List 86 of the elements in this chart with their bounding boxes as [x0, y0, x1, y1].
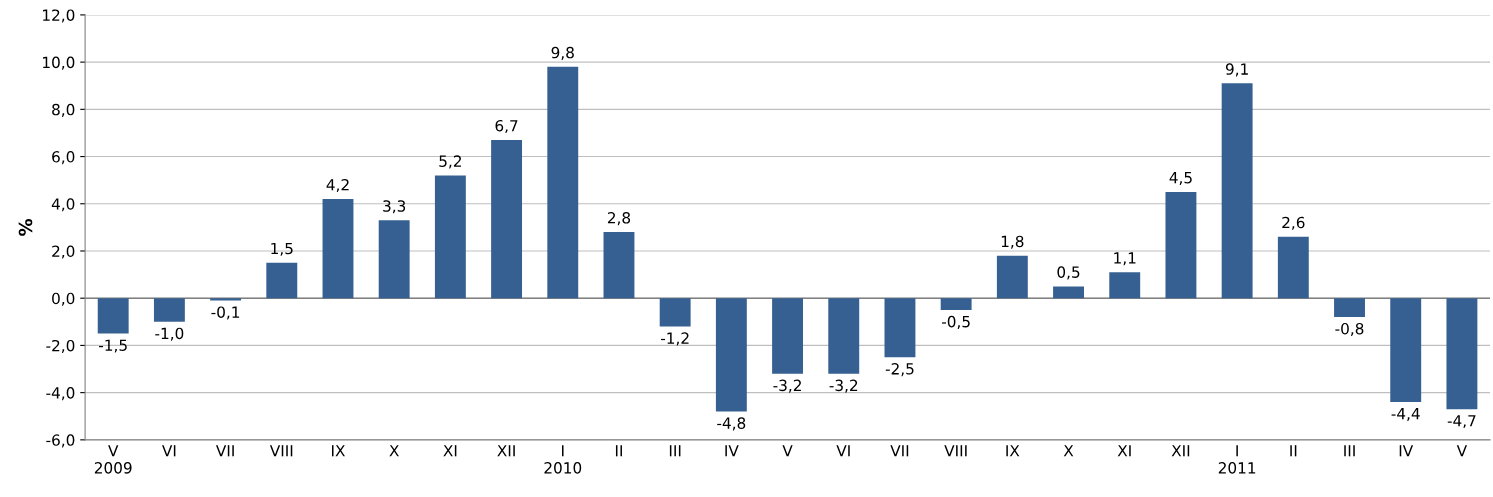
x-tick-label: IX — [1006, 445, 1020, 457]
y-axis-title: % — [18, 218, 33, 236]
y-tick-label: -6,0 — [46, 434, 75, 448]
data-label: -1,5 — [99, 339, 127, 353]
data-label: 3,3 — [383, 200, 406, 214]
x-tick-label: XI — [443, 445, 457, 457]
x-tick-label: VIII — [944, 445, 967, 457]
x-tick-label: IV — [725, 445, 739, 457]
data-label: -4,8 — [717, 417, 746, 431]
bar — [434, 175, 466, 299]
data-label: 9,1 — [1225, 63, 1248, 77]
y-tick-label: -2,0 — [46, 339, 75, 353]
bar — [547, 66, 579, 299]
data-label: 1,1 — [1114, 252, 1136, 266]
data-label: -3,2 — [829, 379, 858, 393]
bar — [772, 298, 804, 374]
bar — [1334, 298, 1365, 318]
data-label: -0,8 — [1335, 322, 1364, 337]
y-tick-label: 4,0 — [51, 198, 75, 212]
data-label: 4,5 — [1169, 172, 1192, 186]
x-tick-label: V 2009 — [94, 445, 132, 474]
data-label: -2,5 — [885, 363, 914, 377]
x-tick-label: I 2010 — [544, 445, 582, 474]
bar — [940, 298, 972, 310]
x-tick-label: VII — [215, 445, 234, 457]
data-label: 5,2 — [439, 155, 461, 169]
x-tick-label: III — [1344, 445, 1355, 457]
y-tick-label: 12,0 — [43, 9, 75, 23]
y-tick-label: -4,0 — [46, 387, 75, 401]
x-tick-label: X — [389, 445, 399, 457]
x-tick-label: III — [669, 445, 681, 457]
y-tick-label: 0,0 — [52, 292, 75, 306]
bar — [378, 220, 410, 299]
data-label: -1,2 — [661, 332, 689, 346]
bar — [603, 232, 635, 299]
bar — [1053, 286, 1084, 299]
bar — [97, 298, 129, 334]
y-tick-label: 6,0 — [52, 151, 75, 165]
bar — [1165, 191, 1197, 299]
x-tick-label: VII — [890, 445, 909, 457]
data-label: 1,5 — [271, 242, 293, 256]
x-tick-label: XII — [497, 445, 515, 457]
bar — [491, 140, 523, 299]
bar — [828, 298, 860, 374]
x-tick-label: II — [1290, 445, 1297, 457]
x-tick-label: V — [782, 445, 793, 457]
bar — [153, 298, 185, 322]
y-tick-label: 10,0 — [43, 56, 75, 70]
x-tick-label: XI — [1117, 445, 1131, 457]
data-label: -4,4 — [1391, 408, 1420, 422]
x-tick-label: VIII — [269, 445, 293, 457]
y-tick-label: 2,0 — [52, 245, 75, 259]
bar — [322, 199, 354, 299]
x-tick-label: X — [1063, 445, 1074, 457]
x-tick-label: VI — [836, 445, 850, 457]
x-tick-label: IX — [332, 445, 345, 457]
data-label: -3,2 — [773, 379, 801, 393]
data-label: 4,2 — [326, 178, 349, 193]
bar — [1277, 236, 1309, 299]
data-label: -1,0 — [155, 327, 184, 341]
bar — [1446, 298, 1478, 410]
bar — [996, 255, 1028, 299]
x-tick-label: XII — [1171, 445, 1190, 457]
data-label: 2,8 — [607, 212, 631, 226]
bar — [1109, 272, 1141, 299]
x-tick-label: IV — [1399, 445, 1414, 457]
x-tick-label: II — [615, 445, 622, 457]
bar — [266, 262, 298, 299]
data-label: 2,6 — [1282, 216, 1305, 230]
data-label: 0,5 — [1057, 266, 1080, 280]
bar — [210, 298, 242, 301]
data-label: -4,7 — [1447, 415, 1476, 429]
bar — [1390, 298, 1422, 403]
y-tick-label: 8,0 — [52, 103, 75, 117]
x-tick-label: I 2011 — [1218, 445, 1256, 474]
data-label: -0,1 — [211, 306, 240, 320]
bar — [715, 298, 747, 412]
x-tick-label: VI — [162, 445, 176, 457]
data-label: 1,8 — [1001, 235, 1024, 249]
data-label: 9,8 — [551, 46, 574, 60]
bar — [1221, 83, 1253, 299]
bar — [884, 298, 916, 358]
x-tick-label: V — [1456, 445, 1468, 457]
data-label: -0,5 — [941, 315, 970, 329]
bar — [659, 298, 691, 327]
data-label: 6,7 — [495, 119, 518, 134]
